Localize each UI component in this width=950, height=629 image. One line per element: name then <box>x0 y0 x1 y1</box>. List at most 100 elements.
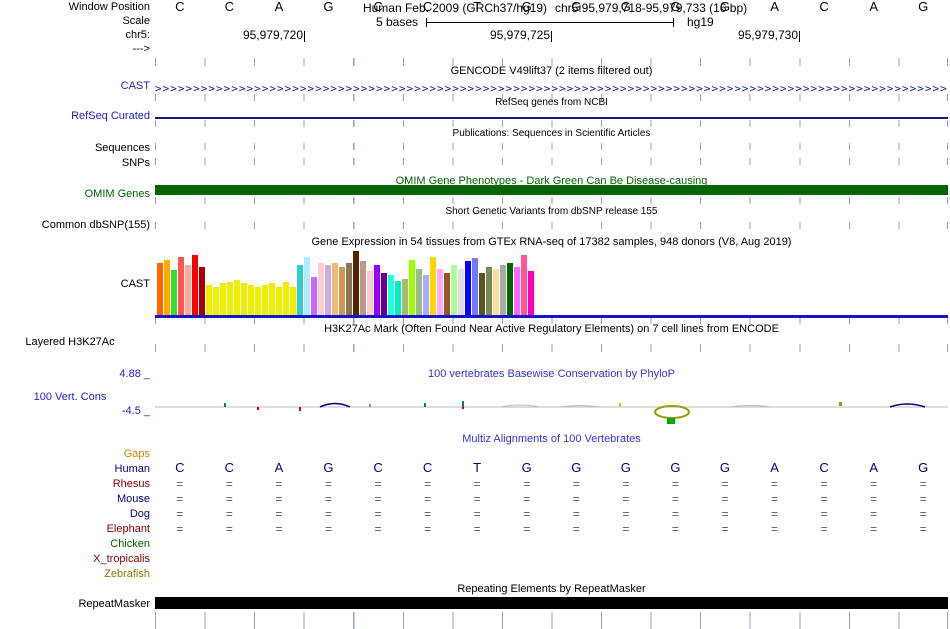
base-letter-G: G <box>571 460 582 475</box>
track-label-100-vert-cons[interactable]: 100 Vert. Cons <box>33 391 107 403</box>
gtex-bar[interactable] <box>381 273 387 315</box>
gtex-bar[interactable] <box>409 260 415 315</box>
gtex-bar[interactable] <box>493 269 499 315</box>
gtex-bar[interactable] <box>458 269 464 315</box>
gtex-bar[interactable] <box>437 269 443 315</box>
gtex-bar[interactable] <box>178 257 184 315</box>
track-label-gtex-cast[interactable]: CAST <box>120 278 150 290</box>
gtex-bar[interactable] <box>465 261 471 315</box>
alignment-mark: = <box>324 492 332 506</box>
gtex-bar[interactable] <box>171 270 177 315</box>
gtex-bar[interactable] <box>269 283 275 315</box>
gtex-bar[interactable] <box>423 275 429 315</box>
gtex-bar[interactable] <box>283 282 289 315</box>
gtex-bar[interactable] <box>451 265 457 315</box>
gencode-cast-gene-intron-arrows[interactable]: >>>>>>>>>>>>>>>>>>>>>>>>>>>>>>>>>>>>>>>>… <box>155 83 948 94</box>
base-letter-C: C <box>422 0 433 14</box>
gtex-bar[interactable] <box>507 263 513 315</box>
refseq-curated-gene-line[interactable] <box>155 117 948 119</box>
gtex-bar[interactable] <box>311 277 317 315</box>
alignment-row-mouse[interactable]: = = = = = = = = = = = = = = = = <box>155 493 948 506</box>
base-letter-G: G <box>521 0 532 14</box>
gtex-bar[interactable] <box>367 271 373 315</box>
track-label-omim-genes[interactable]: OMIM Genes <box>84 188 150 200</box>
gtex-bar[interactable] <box>318 263 324 315</box>
track-label-snps[interactable]: SNPs <box>121 157 150 169</box>
species-label-mouse[interactable]: Mouse <box>116 493 150 505</box>
alignment-row-rhesus[interactable]: = = = = = = = = = = = = = = = = <box>155 478 948 491</box>
gtex-bar[interactable] <box>248 285 254 315</box>
alignment-mark: = <box>820 507 828 521</box>
gtex-bar[interactable] <box>192 255 198 315</box>
track-label-layered-h3k27ac[interactable]: Layered H3K27Ac <box>25 336 115 348</box>
base-letter-A: A <box>274 460 284 475</box>
alignment-row-elephant[interactable]: = = = = = = = = = = = = = = = = <box>155 523 948 536</box>
gtex-bar[interactable] <box>500 265 506 315</box>
track-label-repeatmasker[interactable]: RepeatMasker <box>78 598 150 610</box>
alignment-mark: = <box>572 522 580 536</box>
gtex-bar[interactable] <box>486 267 492 315</box>
gtex-bar[interactable] <box>290 287 296 315</box>
track-label-common-dbsnp[interactable]: Common dbSNP(155) <box>41 219 150 231</box>
alignment-mark: = <box>622 477 630 491</box>
gtex-bar[interactable] <box>528 271 534 315</box>
repeatmasker-repeat-bar[interactable] <box>155 597 948 609</box>
species-label-human[interactable]: Human <box>114 463 150 475</box>
gtex-bar[interactable] <box>514 267 520 315</box>
gtex-bar[interactable] <box>227 282 233 315</box>
gtex-bar[interactable] <box>262 285 268 315</box>
gtex-bar[interactable] <box>220 283 226 315</box>
gtex-bar[interactable] <box>416 269 422 315</box>
gtex-bar[interactable] <box>241 283 247 315</box>
gtex-bar[interactable] <box>395 281 401 315</box>
species-label-gaps[interactable]: Gaps <box>123 448 150 460</box>
alignment-mark: = <box>374 492 382 506</box>
gtex-bar[interactable] <box>472 258 478 315</box>
species-label-elephant[interactable]: Elephant <box>106 523 150 535</box>
gtex-bar[interactable] <box>157 263 163 315</box>
gtex-bar[interactable] <box>374 265 380 315</box>
gtex-bar[interactable] <box>402 279 408 315</box>
gtex-bar[interactable] <box>304 257 310 315</box>
gtex-bar[interactable] <box>206 285 212 315</box>
gtex-bar[interactable] <box>430 257 436 315</box>
species-label-chicken[interactable]: Chicken <box>110 538 150 550</box>
gtex-bar[interactable] <box>325 265 331 315</box>
alignment-mark: = <box>671 507 679 521</box>
track-label-sequences[interactable]: Sequences <box>94 142 150 154</box>
track-label-gencode-cast[interactable]: CAST <box>120 80 150 92</box>
gtex-bar[interactable] <box>213 287 219 315</box>
omim-gene-bar[interactable] <box>155 185 948 195</box>
gtex-bar[interactable] <box>346 263 352 315</box>
alignment-row-dog[interactable]: = = = = = = = = = = = = = = = = <box>155 508 948 521</box>
alignment-mark: = <box>572 492 580 506</box>
gtex-bar[interactable] <box>164 260 170 315</box>
gtex-bar[interactable] <box>521 255 527 315</box>
gtex-bar[interactable] <box>332 263 338 315</box>
base-letter-C: C <box>224 460 235 475</box>
gtex-bar[interactable] <box>444 273 450 315</box>
gtex-bar[interactable] <box>234 280 240 315</box>
phylop-mark <box>369 404 371 407</box>
gtex-bar[interactable] <box>353 251 359 315</box>
gtex-bar[interactable] <box>297 265 303 315</box>
gtex-bar[interactable] <box>360 261 366 315</box>
species-label-zebrafish[interactable]: Zebrafish <box>104 568 150 580</box>
species-label-rhesus[interactable]: Rhesus <box>112 478 150 490</box>
species-label-dog[interactable]: Dog <box>129 508 150 520</box>
gtex-bar[interactable] <box>339 267 345 315</box>
gtex-bar[interactable] <box>276 287 282 315</box>
chrom-label: chr5: <box>125 29 150 41</box>
species-label-x_tropicalis[interactable]: X_tropicalis <box>93 553 150 565</box>
gtex-bar[interactable] <box>479 273 485 315</box>
gtex-bar[interactable] <box>388 275 394 315</box>
gtex-bar[interactable] <box>185 265 191 315</box>
track-label-refseq-curated[interactable]: RefSeq Curated <box>71 110 150 122</box>
phylop-plot[interactable] <box>155 388 948 430</box>
base-letter-G: G <box>620 460 631 475</box>
gtex-bar[interactable] <box>255 287 261 315</box>
gtex-bar[interactable] <box>199 267 205 315</box>
